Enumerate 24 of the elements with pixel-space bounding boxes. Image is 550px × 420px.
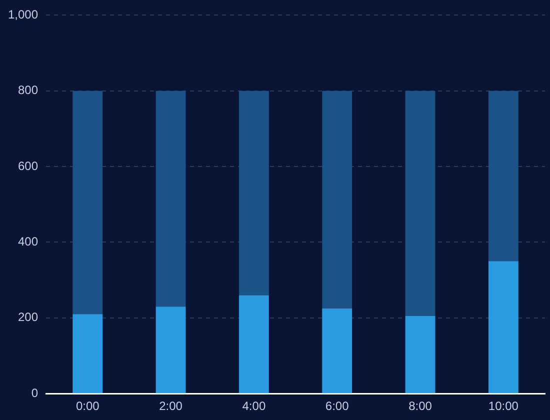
y-tick-label: 200: [18, 310, 38, 324]
bar: [322, 308, 352, 394]
bar: [156, 306, 186, 394]
y-tick-label: 800: [18, 83, 38, 98]
bar: [156, 90, 186, 307]
bar: [72, 314, 103, 394]
y-tick-label: 600: [18, 158, 38, 173]
bar: [405, 316, 436, 394]
bar: [322, 90, 352, 308]
bar: [488, 261, 518, 394]
x-tick-label: 2:00: [159, 399, 183, 414]
x-tick-label: 10:00: [488, 399, 519, 414]
bar: [238, 295, 269, 394]
x-tick-label: 8:00: [408, 399, 432, 414]
x-tick-label: 4:00: [242, 399, 266, 414]
y-tick-label: 400: [18, 234, 38, 249]
bar: [405, 90, 436, 316]
bar: [238, 90, 269, 296]
x-tick-label: 0:00: [76, 399, 100, 414]
x-tick-label: 6:00: [325, 399, 350, 414]
y-tick-label: 1,000: [8, 8, 38, 22]
y-tick-label: 0: [31, 386, 38, 400]
bar: [488, 90, 518, 262]
bar: [72, 90, 103, 314]
